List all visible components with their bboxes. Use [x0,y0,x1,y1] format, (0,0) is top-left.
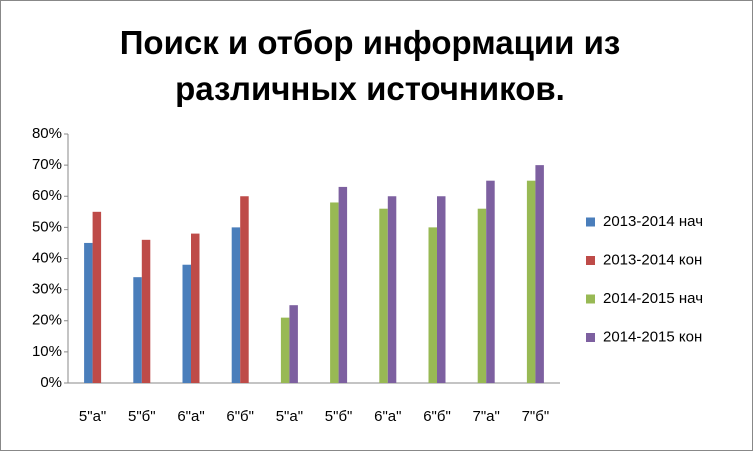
legend-label: 2013-2014 нач [603,213,703,230]
x-tick-label: 6"а" [177,408,204,425]
bar [535,165,544,383]
x-tick-label: 5"а" [276,408,303,425]
bar [191,233,200,383]
y-tick-label: 70% [32,156,62,173]
x-tick-label: 6"б" [226,408,254,425]
legend-label: 2014-2015 кон [603,328,702,345]
bar [437,196,446,383]
legend-swatch [586,294,595,304]
bar [280,317,290,383]
legend-label: 2013-2014 кон [603,251,702,268]
bar [330,202,339,383]
legend-swatch [586,333,595,342]
bar [289,305,298,383]
y-tick-label: 10% [32,343,62,360]
legend-swatch [586,256,595,265]
bar [526,180,536,383]
legend-swatch [586,217,595,227]
y-tick-label: 60% [32,187,62,204]
bar [84,242,93,383]
y-tick-label: 30% [32,281,62,298]
bar [477,208,487,383]
bar [338,186,348,383]
bar [240,196,249,383]
y-tick-label: 40% [32,249,62,266]
x-tick-label: 5"б" [128,408,156,425]
bar [133,277,142,383]
bar [428,227,437,383]
bar [387,196,397,383]
x-tick-label: 6"б" [423,408,451,425]
legend-label: 2014-2015 нач [603,290,703,307]
bar [182,264,191,383]
y-tick-label: 50% [32,218,62,235]
bar [92,211,102,383]
chart-title: Поиск и отбор информации из различных ис… [119,24,621,107]
x-tick-label: 5"б" [325,408,353,425]
bar [379,208,388,383]
bar [231,227,241,383]
x-tick-label: 6"а" [374,408,401,425]
x-tick-label: 7"а" [473,408,500,425]
bar [141,239,151,383]
y-tick-label: 0% [40,374,62,391]
y-tick-label: 80% [32,125,62,142]
bar [486,180,495,383]
x-tick-label: 7"б" [522,408,550,425]
y-tick-label: 20% [32,312,62,329]
x-tick-label: 5"а" [79,408,106,425]
